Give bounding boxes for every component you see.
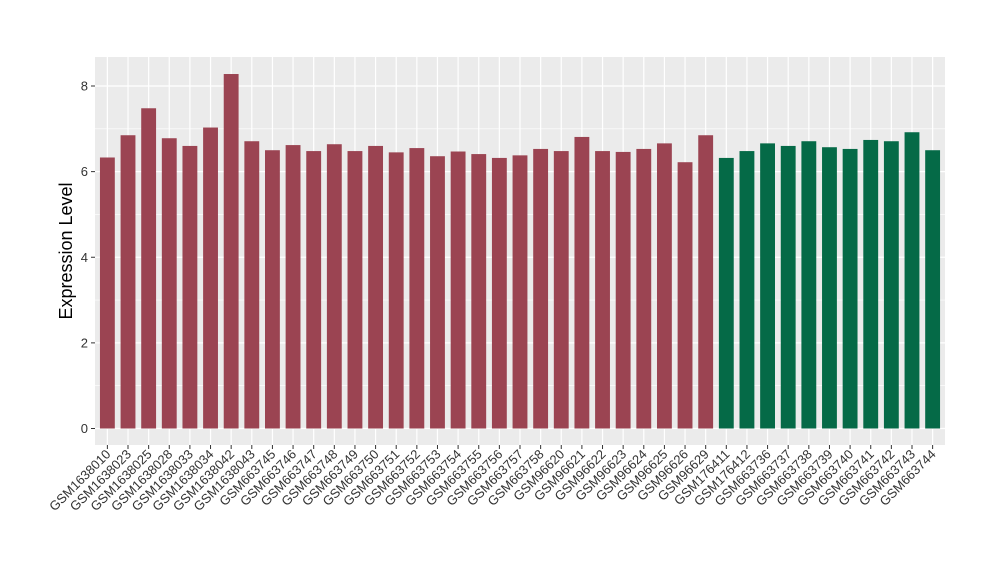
bar-GSM1638023 (120, 135, 136, 429)
x-axis: GSM1638010GSM1638023GSM1638025GSM1638028… (46, 445, 939, 514)
y-tick-label: 6 (81, 164, 88, 179)
bar-GSM663757 (512, 155, 528, 429)
bar-GSM96624 (636, 148, 652, 429)
y-axis: 0 2 4 6 8 (81, 79, 95, 436)
bar-GSM1638042 (223, 74, 239, 429)
bar-GSM663752 (409, 148, 425, 429)
bar-GSM96629 (698, 135, 714, 429)
bars (99, 74, 941, 429)
bar-GSM663750 (368, 145, 384, 429)
bar-GSM663753 (430, 156, 445, 429)
bar-GSM1638034 (203, 127, 218, 429)
bar-GSM1638025 (141, 108, 157, 429)
bar-GSM663744 (925, 150, 941, 429)
bar-GSM96623 (615, 151, 631, 429)
bar-GSM663754 (450, 151, 466, 429)
bar-GSM663742 (883, 141, 899, 429)
bar-GSM1638010 (99, 157, 115, 429)
bar-GSM663747 (306, 151, 322, 429)
y-axis-title: Expression Level (56, 182, 76, 319)
bar-GSM663746 (285, 145, 301, 429)
bar-GSM663737 (780, 145, 796, 429)
bar-GSM663738 (801, 141, 817, 429)
bar-GSM176411 (718, 157, 734, 429)
bar-GSM663749 (347, 151, 363, 429)
bar-GSM663756 (491, 157, 507, 429)
bar-GSM663743 (904, 132, 920, 429)
bar-GSM663741 (863, 139, 879, 429)
bar-GSM663755 (471, 154, 487, 429)
bar-GSM96626 (677, 162, 693, 429)
bar-GSM663740 (842, 148, 858, 429)
y-tick-label: 0 (81, 421, 88, 436)
bar-GSM663748 (326, 144, 342, 429)
bar-GSM663739 (822, 147, 837, 429)
y-tick-label: 8 (81, 79, 88, 94)
bar-GSM96620 (553, 151, 569, 429)
bar-GSM1638033 (182, 145, 198, 429)
bar-GSM1638043 (244, 141, 260, 429)
y-tick-label: 2 (81, 335, 88, 350)
bar-GSM96625 (656, 143, 672, 429)
bar-GSM96622 (595, 151, 610, 429)
bar-GSM96621 (574, 136, 590, 429)
bar-GSM176412 (739, 151, 755, 429)
bar-GSM663758 (533, 148, 549, 429)
bar-GSM1638028 (161, 138, 177, 429)
y-tick-label: 4 (81, 250, 88, 265)
bar-GSM663745 (265, 150, 280, 429)
bar-GSM663751 (388, 152, 404, 429)
bar-GSM663736 (760, 143, 775, 429)
